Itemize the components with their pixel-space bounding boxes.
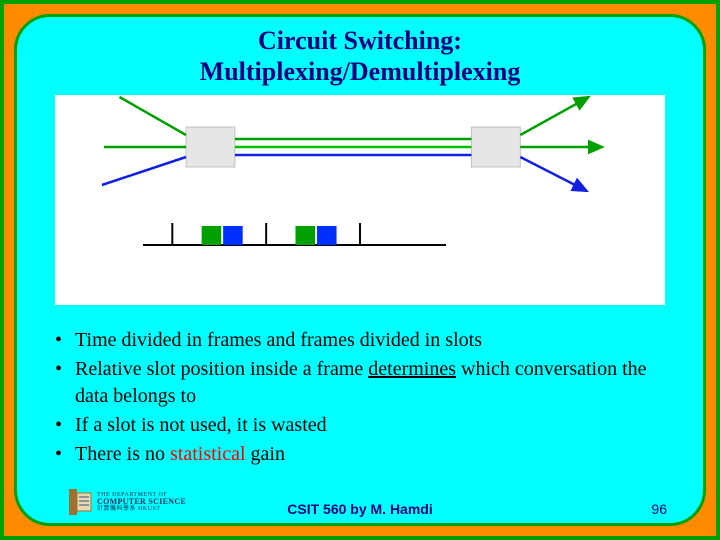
slide-footer: CSIT 560 by M. Hamdi [17, 501, 703, 517]
bullet-2: Relative slot position inside a frame de… [49, 356, 671, 410]
bullet-3-text: If a slot is not used, it is wasted [75, 414, 327, 436]
bullet-1-text: Time divided in frames and frames divide… [75, 329, 482, 351]
bullet-list: Time divided in frames and frames divide… [49, 327, 671, 470]
bullet-4: There is no statistical gain [49, 441, 671, 468]
bullet-2-text-a: Relative slot position inside a frame [75, 358, 368, 380]
slide-frame-outer: Circuit Switching: Multiplexing/Demultip… [0, 0, 720, 540]
page-number: 96 [651, 501, 667, 517]
bullet-2-underline: determines [368, 358, 456, 380]
bullet-1: Time divided in frames and frames divide… [49, 327, 671, 354]
bullet-4-text-a: There is no [75, 443, 170, 465]
bullet-4-red: statistical [170, 443, 246, 465]
bullet-4-text-b: gain [246, 443, 285, 465]
diagram-area [55, 95, 665, 305]
slide-title: Circuit Switching: Multiplexing/Demultip… [17, 25, 703, 87]
slide-frame-inner: Circuit Switching: Multiplexing/Demultip… [14, 14, 706, 526]
title-line-2: Multiplexing/Demultiplexing [200, 57, 521, 86]
multiplexing-diagram [55, 95, 665, 305]
title-line-1: Circuit Switching: [258, 26, 462, 55]
bullet-3: If a slot is not used, it is wasted [49, 412, 671, 439]
